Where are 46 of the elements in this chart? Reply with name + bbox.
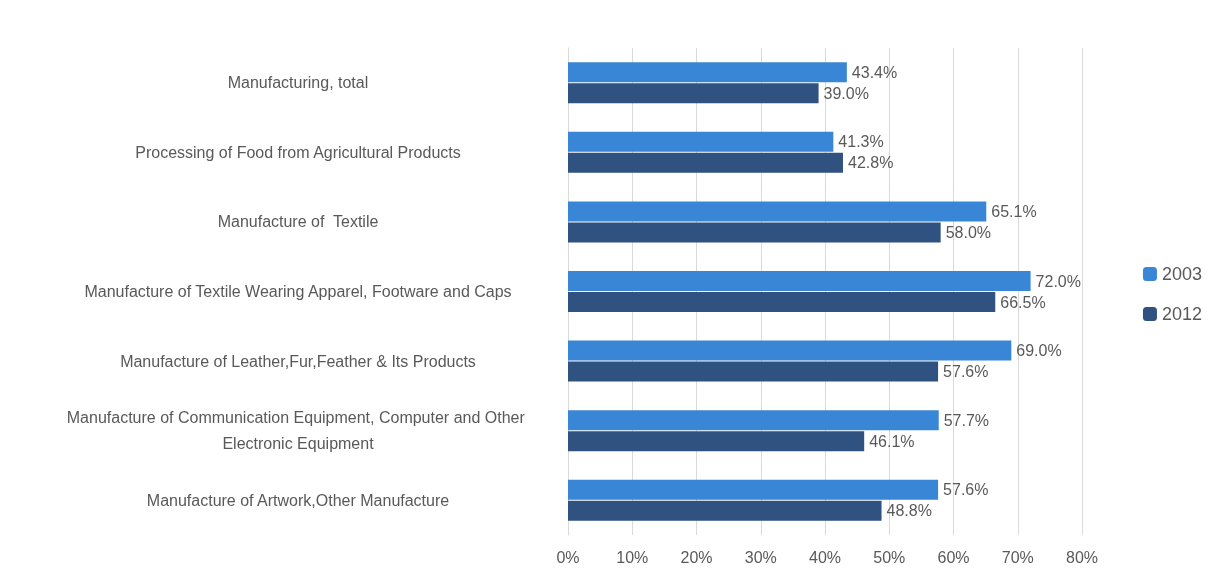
bar — [568, 500, 882, 521]
bar — [568, 292, 996, 312]
data-label: 65.1% — [991, 202, 1037, 220]
data-label: 43.4% — [851, 63, 898, 81]
x-tick-label: 50% — [873, 548, 906, 566]
data-label: 46.1% — [869, 432, 915, 450]
bar — [568, 410, 939, 431]
bar — [568, 131, 834, 152]
bar — [568, 271, 1031, 291]
data-label: 41.3% — [838, 133, 884, 151]
y-tick-label: Manufacture of Communication Equipment, Computer and Other Electronic Equipment — [66, 409, 530, 453]
bar — [568, 222, 941, 243]
x-tick-label: 80% — [1065, 548, 1099, 566]
data-label: 57.6% — [943, 481, 989, 499]
y-tick-label: Manufacture of Textile Wearing Apparel, Footware and Caps — [84, 283, 512, 300]
bar — [568, 361, 939, 382]
data-label: 42.8% — [847, 154, 894, 172]
y-tick-label: Processing of Food from Agricultural Products — [135, 143, 461, 161]
bar — [568, 83, 819, 104]
legend-label: 2012 — [1161, 304, 1202, 324]
x-tick-label: 10% — [616, 548, 649, 566]
x-tick-label: 60% — [937, 548, 970, 566]
y-tick-label: Manufacture of Leather,Fur,Feather & Its Products — [120, 352, 476, 370]
y-tick-label: Manufacture of Artwork,Other Manufacture — [146, 491, 450, 509]
y-tick-label: Manufacture of Textile — [217, 213, 379, 231]
bar — [568, 201, 987, 222]
bar — [568, 479, 939, 500]
data-label: 57.6% — [943, 363, 989, 381]
data-label: 48.8% — [886, 502, 932, 520]
bar — [568, 62, 847, 83]
data-label: 72.0% — [1035, 272, 1081, 290]
y-tick-label: Manufacturing, total — [227, 74, 369, 92]
x-tick-label: 30% — [744, 548, 777, 566]
bar — [568, 431, 865, 452]
data-label: 57.7% — [943, 411, 990, 429]
bar — [568, 340, 1012, 361]
bar — [568, 152, 843, 173]
data-label: 66.5% — [1000, 293, 1046, 311]
data-label: 69.0% — [1016, 342, 1062, 360]
data-label: 58.0% — [945, 223, 992, 241]
x-tick-label: 20% — [680, 548, 713, 566]
x-tick-label: 40% — [808, 548, 842, 566]
data-label: 39.0% — [823, 84, 869, 102]
legend-label: 2003 — [1161, 264, 1202, 284]
x-tick-label: 0% — [556, 548, 580, 566]
x-tick-label: 70% — [1001, 548, 1034, 566]
